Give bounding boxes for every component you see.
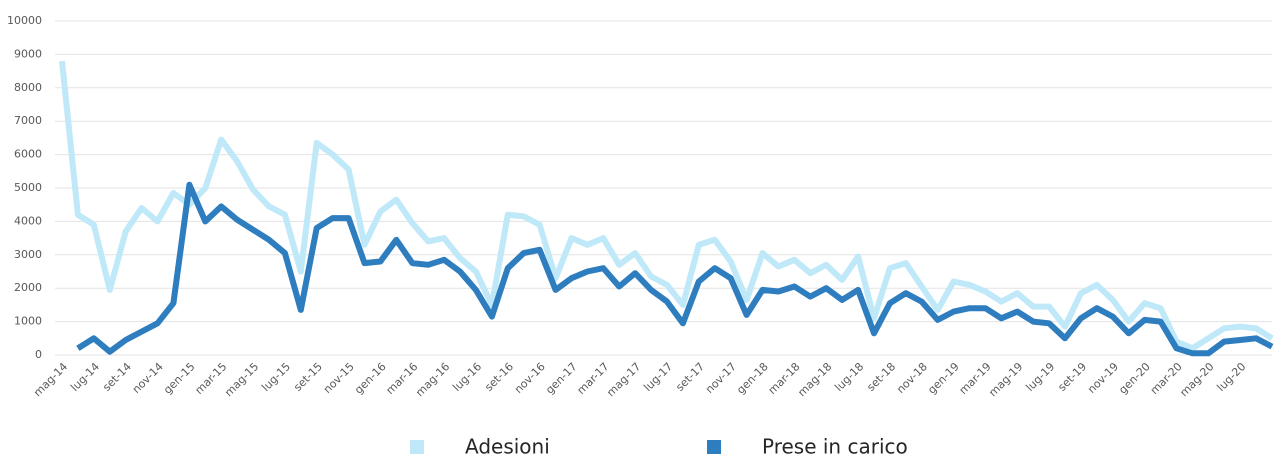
legend-label: Adesioni xyxy=(465,435,550,459)
x-tick-label: gen-17 xyxy=(543,360,580,397)
y-tick-label: 9000 xyxy=(14,47,42,60)
x-tick-label: gen-16 xyxy=(352,360,389,397)
x-tick-label: set-16 xyxy=(482,360,516,394)
y-tick-label: 2000 xyxy=(14,281,42,294)
legend: Adesioni Prese in carico xyxy=(410,435,908,459)
x-tick-label: mag-18 xyxy=(795,360,834,399)
x-tick-label: lug-16 xyxy=(450,360,484,394)
y-tick-label: 3000 xyxy=(14,248,42,261)
x-tick-label: mag-16 xyxy=(413,360,452,399)
x-tick-label: set-14 xyxy=(100,360,134,394)
y-tick-label: 10000 xyxy=(7,14,42,27)
x-tick-label: set-17 xyxy=(673,360,707,394)
x-tick-label: nov-17 xyxy=(703,360,739,396)
x-tick-label: gen-18 xyxy=(734,360,771,397)
x-tick-label: mag-19 xyxy=(986,360,1025,399)
x-tick-label: lug-19 xyxy=(1023,360,1057,394)
x-tick-label: mag-15 xyxy=(222,360,261,399)
x-tick-label: lug-17 xyxy=(641,360,675,394)
legend-label: Prese in carico xyxy=(762,435,908,459)
y-tick-label: 1000 xyxy=(14,315,42,328)
x-tick-label: lug-18 xyxy=(832,360,866,394)
x-tick-label: lug-15 xyxy=(259,360,293,394)
x-tick-label: mag-20 xyxy=(1177,360,1216,399)
x-tick-label: nov-16 xyxy=(512,360,548,396)
x-tick-label: nov-19 xyxy=(1085,360,1121,396)
legend-swatch xyxy=(410,440,424,454)
x-tick-label: set-15 xyxy=(291,360,325,394)
x-tick-label: mag-17 xyxy=(604,360,643,399)
series-line xyxy=(76,181,1274,357)
x-tick-label: lug-14 xyxy=(68,360,102,394)
x-tick-label: lug-20 xyxy=(1214,360,1248,394)
x-tick-label: nov-18 xyxy=(894,360,930,396)
x-tick-label: nov-14 xyxy=(130,360,166,396)
y-tick-label: 7000 xyxy=(14,114,42,127)
series-line xyxy=(59,60,1274,352)
x-tick-label: set-18 xyxy=(864,360,898,394)
y-tick-label: 8000 xyxy=(14,81,42,94)
x-tick-label: nov-15 xyxy=(321,360,357,396)
legend-swatch xyxy=(707,440,721,454)
y-tick-label: 0 xyxy=(35,348,42,361)
x-tick-label: gen-19 xyxy=(925,360,962,397)
x-tick-label: gen-20 xyxy=(1116,360,1153,397)
x-tick-label: mag-14 xyxy=(31,360,70,399)
x-tick-label: gen-15 xyxy=(161,360,198,397)
x-tick-label: set-19 xyxy=(1055,360,1089,394)
y-tick-label: 6000 xyxy=(14,148,42,161)
y-tick-label: 5000 xyxy=(14,181,42,194)
y-tick-label: 4000 xyxy=(14,214,42,227)
